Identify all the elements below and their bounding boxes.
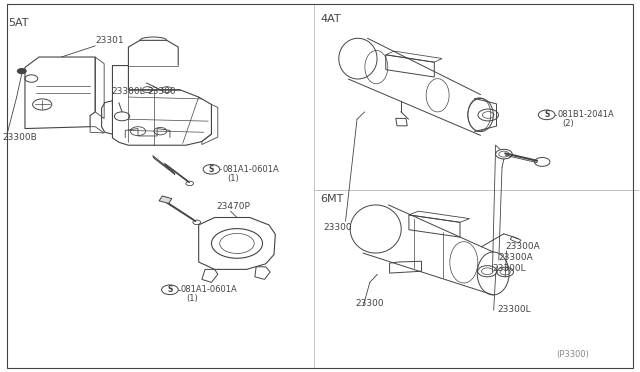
Text: 5AT: 5AT xyxy=(8,19,29,29)
Text: 081B1-2041A: 081B1-2041A xyxy=(557,110,614,119)
Text: 23300B: 23300B xyxy=(3,132,37,142)
Circle shape xyxy=(538,110,555,120)
Text: 23300: 23300 xyxy=(355,299,384,308)
Text: (1): (1) xyxy=(186,294,198,303)
Text: 081A1-0601A: 081A1-0601A xyxy=(180,285,237,294)
Polygon shape xyxy=(153,155,175,174)
Circle shape xyxy=(203,164,220,174)
Circle shape xyxy=(162,285,178,295)
Text: S: S xyxy=(544,110,549,119)
Circle shape xyxy=(17,68,26,74)
Text: 6MT: 6MT xyxy=(320,194,344,204)
Polygon shape xyxy=(159,196,172,203)
Text: 081A1-0601A: 081A1-0601A xyxy=(222,165,279,174)
Text: 23300L: 23300L xyxy=(497,305,531,314)
Text: 23300: 23300 xyxy=(323,223,352,232)
Text: 23300A: 23300A xyxy=(505,242,540,251)
Text: 23301: 23301 xyxy=(95,36,124,45)
Text: 23470P: 23470P xyxy=(216,202,250,211)
Text: (2): (2) xyxy=(563,119,575,128)
Text: S: S xyxy=(167,285,173,294)
Text: 23300L: 23300L xyxy=(492,264,526,273)
Text: 23300L: 23300L xyxy=(111,87,145,96)
Text: S: S xyxy=(209,165,214,174)
Text: 23300: 23300 xyxy=(148,87,176,96)
Text: (P3300): (P3300) xyxy=(556,350,589,359)
Text: 23300A: 23300A xyxy=(499,253,534,262)
Text: (1): (1) xyxy=(227,174,239,183)
Text: 4AT: 4AT xyxy=(320,14,340,24)
